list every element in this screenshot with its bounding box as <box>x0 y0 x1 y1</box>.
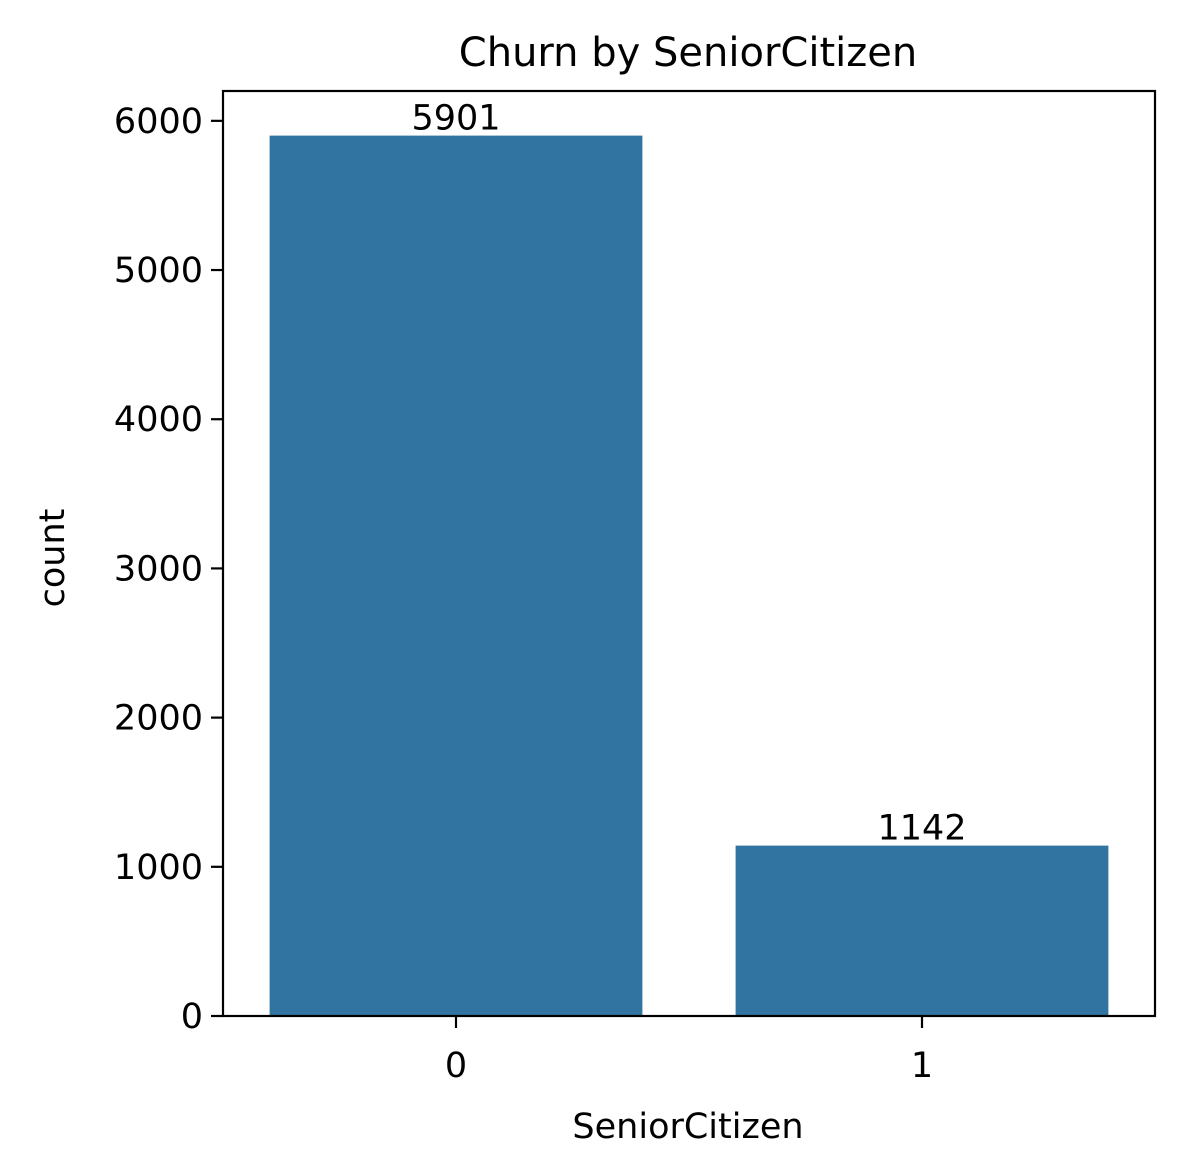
y-tick-label: 6000 <box>114 102 203 142</box>
y-tick-label: 2000 <box>114 699 203 739</box>
data-labels-layer: 5901 1142 <box>411 99 966 849</box>
y-tick-label: 1000 <box>114 848 203 888</box>
x-tick-label: 1 <box>911 1046 933 1086</box>
x-tick-label: 0 <box>445 1046 467 1086</box>
plot-frame <box>221 89 1157 1018</box>
y-tick-label: 0 <box>181 997 203 1037</box>
y-tick-label: 5000 <box>114 251 203 291</box>
y-tick-label: 4000 <box>114 400 203 440</box>
y-axis: 0 1000 2000 3000 4000 5000 6000 <box>114 102 223 1037</box>
y-axis-label: count <box>33 509 73 608</box>
chart-title: Churn by SeniorCitizen <box>459 30 917 76</box>
x-axis-label: SeniorCitizen <box>572 1107 803 1147</box>
data-label-1: 1142 <box>877 809 966 849</box>
y-tick-label: 3000 <box>114 549 203 589</box>
data-label-0: 5901 <box>411 99 500 139</box>
bar-0 <box>269 135 643 1016</box>
bar-1 <box>735 845 1109 1016</box>
bars-layer <box>269 135 1109 1016</box>
